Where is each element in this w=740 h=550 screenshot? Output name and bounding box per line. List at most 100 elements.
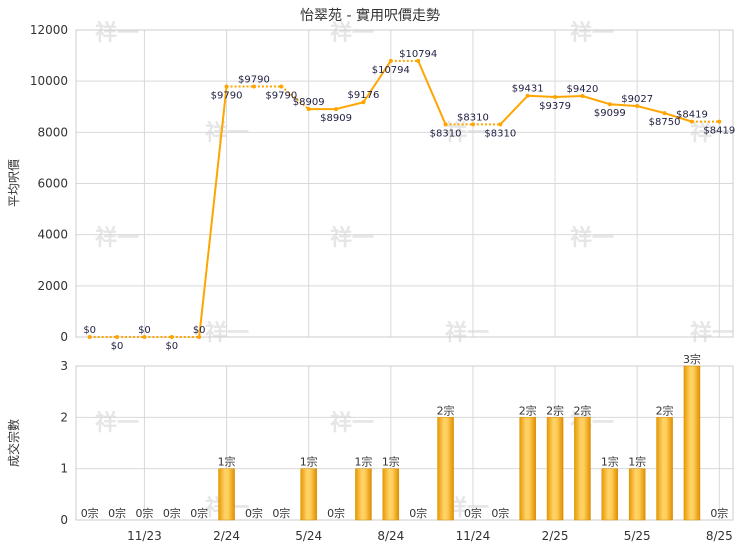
price-point	[279, 84, 284, 89]
bar-data-label: 2宗	[546, 403, 564, 417]
watermark-text: 祥一	[570, 225, 614, 251]
price-data-label: $8750	[649, 117, 681, 128]
x-tick-label: 8/25	[706, 529, 733, 543]
price-point	[580, 94, 585, 99]
price-point	[115, 335, 120, 339]
bar-y-tick-label: 3	[60, 359, 68, 373]
x-tick-label: 8/24	[377, 529, 404, 543]
price-data-label: $0	[111, 341, 124, 352]
price-point	[717, 119, 722, 124]
price-data-label: $0	[165, 341, 178, 352]
watermark-text: 祥一	[95, 410, 139, 436]
price-point	[525, 93, 530, 98]
bar-y-axis-label: 成交宗數	[6, 419, 21, 467]
transaction-bar	[218, 468, 235, 521]
price-point	[416, 58, 421, 63]
watermark-text: 祥一	[690, 320, 734, 346]
transaction-bar	[574, 417, 591, 521]
price-data-label: $8310	[430, 128, 462, 139]
price-data-label: $8419	[676, 110, 708, 121]
price-data-label: $9790	[211, 91, 243, 102]
price-data-label: $8909	[320, 113, 352, 124]
price-line-segment	[198, 86, 228, 338]
price-line-segment	[582, 95, 611, 106]
price-point	[306, 107, 311, 112]
price-point	[689, 119, 694, 124]
x-tick-label: 11/24	[456, 529, 491, 543]
price-data-label: $9790	[265, 91, 297, 102]
bar-data-label: 0宗	[464, 506, 482, 520]
watermark-text: 祥一	[95, 225, 139, 251]
bar-data-label: 2宗	[656, 403, 674, 417]
transaction-bar	[519, 417, 536, 521]
transaction-bar	[683, 365, 701, 521]
price-point	[142, 335, 147, 339]
price-line-segment	[527, 94, 556, 99]
bar-data-label: 0宗	[491, 506, 509, 520]
chart-title: 怡翠苑 - 實用呎價走勢	[300, 7, 440, 24]
transaction-bar	[382, 468, 400, 521]
line-y-tick-label: 12000	[30, 23, 68, 37]
bar-data-label: 0宗	[81, 506, 99, 520]
price-point	[251, 84, 256, 89]
transaction-bar	[355, 468, 372, 521]
bar-y-tick-label: 2	[60, 410, 68, 424]
bar-y-tick-label: 1	[60, 462, 68, 476]
price-point	[388, 58, 393, 63]
price-data-label: $9790	[238, 75, 270, 86]
price-point	[224, 84, 229, 89]
price-point	[361, 100, 366, 105]
x-tick-label: 5/24	[295, 529, 322, 543]
transaction-bar	[546, 417, 564, 521]
price-line-segment	[609, 103, 638, 108]
bar-data-label: 2宗	[519, 403, 537, 417]
bar-data-label: 1宗	[382, 455, 400, 469]
bar-data-label: 0宗	[272, 506, 290, 520]
bar-data-label: 0宗	[135, 506, 153, 520]
watermark-text: 祥一	[95, 20, 139, 46]
watermark-text: 祥一	[570, 20, 614, 46]
bar-data-label: 1宗	[628, 455, 646, 469]
watermark-text: 祥一	[330, 225, 374, 251]
price-data-label: $8310	[484, 128, 516, 139]
bar-data-label: 0宗	[245, 506, 263, 520]
x-tick-label: 2/24	[213, 529, 240, 543]
price-point	[87, 335, 92, 339]
bar-data-label: 0宗	[409, 506, 427, 520]
bar-data-label: 0宗	[710, 506, 728, 520]
line-y-tick-label: 4000	[37, 228, 68, 242]
bar-data-label: 1宗	[601, 455, 619, 469]
x-tick-label: 5/25	[624, 529, 651, 543]
price-point	[662, 111, 667, 116]
price-data-label: $10794	[399, 49, 437, 60]
watermark-text: 祥一	[445, 320, 489, 346]
line-y-tick-label: 0	[60, 330, 68, 344]
price-data-label: $0	[83, 325, 96, 336]
price-data-label: $9027	[621, 94, 653, 105]
x-tick-label: 2/25	[542, 529, 569, 543]
price-data-label: $8419	[703, 126, 735, 137]
transaction-bar	[656, 417, 673, 521]
line-y-tick-label: 10000	[30, 74, 68, 88]
transaction-bar	[437, 417, 454, 521]
transaction-bar	[300, 468, 317, 521]
line-y-tick-label: 2000	[37, 279, 68, 293]
bar-data-label: 0宗	[163, 506, 181, 520]
price-point	[553, 95, 558, 100]
price-data-label: $9431	[512, 84, 544, 95]
price-data-label: $8310	[457, 112, 489, 123]
price-line-segment	[555, 95, 583, 99]
watermark-text: 祥一	[330, 410, 374, 436]
price-data-label: $0	[138, 325, 151, 336]
bar-data-label: 2宗	[437, 403, 455, 417]
line-chart-panel: 0 2000 4000 6000 8000 10000 12000 $0 $0 $0 $0 $0 $97…	[30, 23, 735, 352]
bar-y-tick-label: 0	[60, 513, 68, 527]
bar-data-label: 1宗	[218, 455, 236, 469]
bar-data-label: 1宗	[300, 455, 318, 469]
line-y-tick-label: 8000	[37, 125, 68, 139]
price-point	[607, 102, 612, 107]
transaction-bar	[601, 468, 619, 521]
bar-plot-frame	[75, 365, 734, 521]
price-line-segment	[280, 85, 310, 110]
